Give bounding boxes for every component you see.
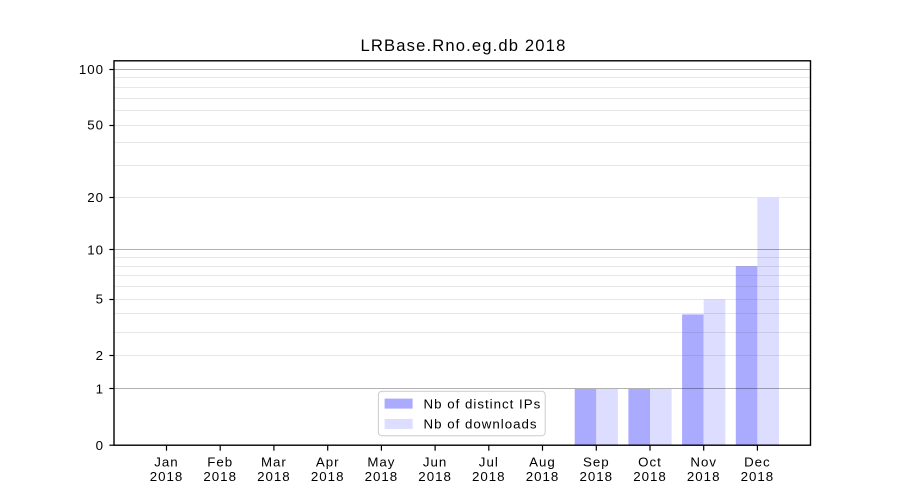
svg-text:2018: 2018 bbox=[472, 469, 506, 484]
svg-text:2018: 2018 bbox=[580, 469, 614, 484]
svg-text:50: 50 bbox=[87, 118, 104, 133]
svg-text:10: 10 bbox=[87, 242, 104, 257]
svg-text:Sep: Sep bbox=[583, 454, 610, 469]
svg-text:May: May bbox=[367, 454, 395, 469]
svg-text:2: 2 bbox=[96, 348, 104, 363]
svg-text:Nov: Nov bbox=[690, 454, 717, 469]
svg-text:Dec: Dec bbox=[744, 454, 771, 469]
svg-text:1: 1 bbox=[96, 382, 104, 397]
svg-text:Nb of downloads: Nb of downloads bbox=[424, 417, 538, 432]
svg-text:2018: 2018 bbox=[687, 469, 721, 484]
svg-text:2018: 2018 bbox=[150, 469, 184, 484]
svg-text:2018: 2018 bbox=[526, 469, 560, 484]
svg-text:0: 0 bbox=[96, 438, 104, 453]
svg-text:Nb of distinct IPs: Nb of distinct IPs bbox=[424, 396, 542, 411]
svg-text:2018: 2018 bbox=[203, 469, 237, 484]
svg-text:5: 5 bbox=[96, 292, 104, 307]
svg-text:Oct: Oct bbox=[638, 454, 662, 469]
svg-text:2018: 2018 bbox=[418, 469, 452, 484]
svg-text:LRBase.Rno.eg.db 2018: LRBase.Rno.eg.db 2018 bbox=[361, 36, 567, 55]
svg-text:Aug: Aug bbox=[529, 454, 556, 469]
svg-text:2018: 2018 bbox=[311, 469, 345, 484]
svg-text:20: 20 bbox=[87, 190, 104, 205]
svg-text:2018: 2018 bbox=[365, 469, 399, 484]
svg-text:Feb: Feb bbox=[207, 454, 233, 469]
svg-text:Jul: Jul bbox=[479, 454, 499, 469]
svg-text:Mar: Mar bbox=[261, 454, 287, 469]
svg-text:Jun: Jun bbox=[423, 454, 447, 469]
svg-text:Apr: Apr bbox=[316, 454, 340, 469]
svg-text:2018: 2018 bbox=[257, 469, 291, 484]
svg-text:2018: 2018 bbox=[633, 469, 667, 484]
svg-text:100: 100 bbox=[79, 62, 104, 77]
svg-text:2018: 2018 bbox=[741, 469, 775, 484]
svg-text:Jan: Jan bbox=[154, 454, 178, 469]
